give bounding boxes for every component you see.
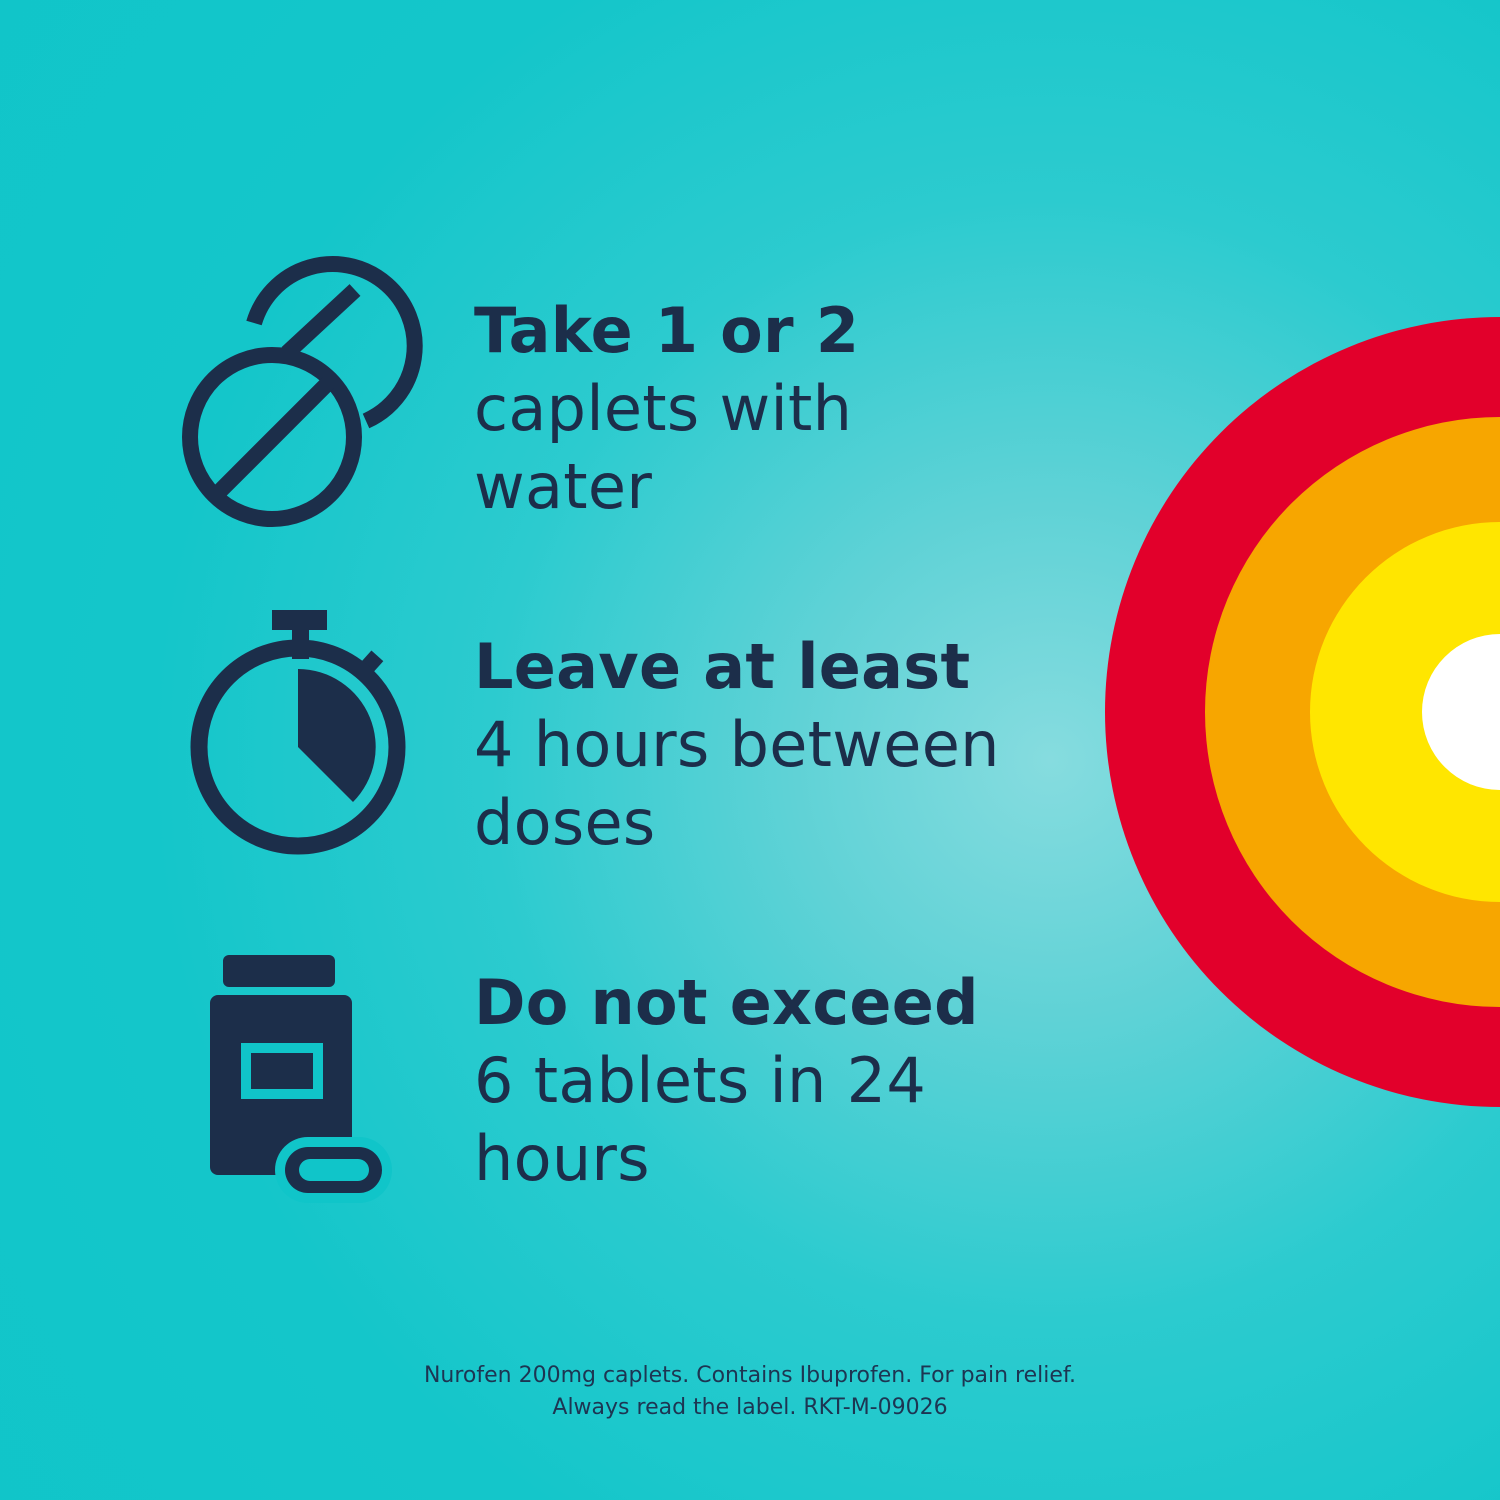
legal-footnote: Nurofen 200mg caplets. Contains Ibuprofe… — [0, 1360, 1500, 1424]
instruction-heading: Leave at least — [474, 630, 971, 703]
instruction-take-caplets: Take 1 or 2 caplets with water — [474, 292, 859, 526]
instruction-line: hours — [474, 1122, 650, 1195]
instruction-leave-hours: Leave at least 4 hours between doses — [474, 628, 1000, 862]
instruction-do-not-exceed: Do not exceed 6 tablets in 24 hours — [474, 964, 979, 1198]
instruction-heading: Do not exceed — [474, 966, 979, 1039]
ring-white-center — [1422, 634, 1500, 790]
footnote-line-2: Always read the label. RKT-M-09026 — [552, 1395, 948, 1420]
instruction-line: caplets with — [474, 372, 853, 445]
pill-bottle-icon — [210, 955, 392, 1203]
instruction-line: 4 hours between — [474, 708, 1000, 781]
instruction-line: 6 tablets in 24 — [474, 1044, 927, 1117]
ring-yellow — [1310, 522, 1500, 902]
instruction-line: doses — [474, 786, 656, 859]
stopwatch-icon — [190, 610, 406, 855]
instruction-line: water — [474, 450, 653, 523]
footnote-line-1: Nurofen 200mg caplets. Contains Ibuprofe… — [423, 1363, 1077, 1388]
caplets-icon — [182, 256, 423, 527]
instruction-heading: Take 1 or 2 — [474, 294, 860, 367]
